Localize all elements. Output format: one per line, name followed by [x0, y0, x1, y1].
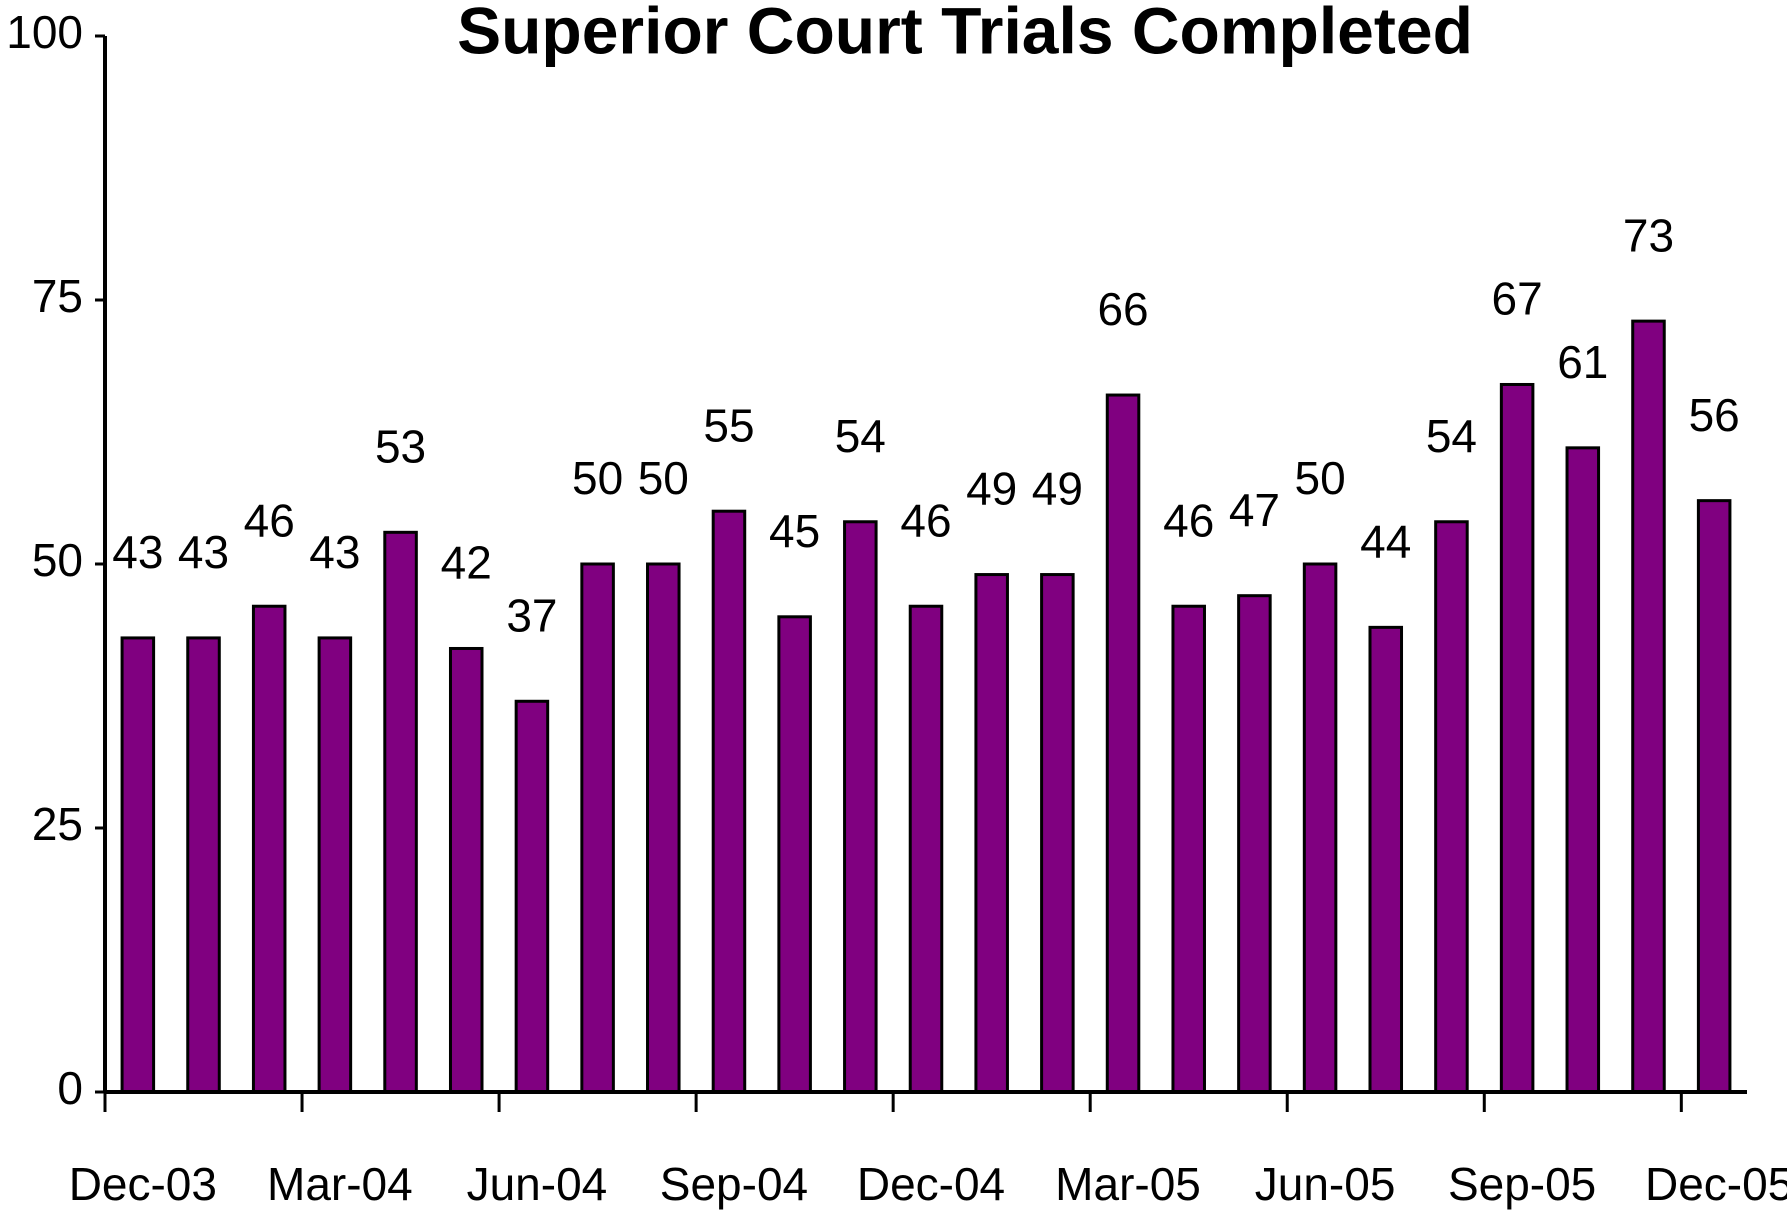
value-label: 45 — [769, 505, 820, 557]
bar — [514, 699, 550, 1094]
y-tick-label: 75 — [32, 270, 83, 322]
bar — [383, 530, 418, 1094]
bar — [1105, 393, 1141, 1094]
y-tick-label: 0 — [57, 1062, 83, 1114]
value-label: 46 — [1163, 494, 1214, 546]
value-label: 54 — [835, 410, 886, 462]
value-label: 66 — [1097, 283, 1148, 335]
value-label: 61 — [1557, 336, 1608, 388]
value-label: 54 — [1426, 410, 1477, 462]
bar — [1565, 446, 1601, 1094]
bar — [1696, 499, 1732, 1094]
bar — [120, 636, 156, 1094]
value-label: 43 — [178, 526, 229, 578]
value-label: 43 — [112, 526, 163, 578]
x-tick-label: Dec-04 — [857, 1158, 1005, 1210]
value-label: 49 — [966, 463, 1017, 515]
bar — [1171, 604, 1206, 1094]
value-label: 73 — [1623, 209, 1674, 261]
bar — [711, 509, 747, 1094]
bar — [186, 636, 221, 1094]
x-tick-label: Mar-05 — [1055, 1158, 1201, 1210]
x-tick-label: Jun-04 — [467, 1158, 608, 1210]
value-label: 67 — [1492, 273, 1543, 325]
value-label: 50 — [1294, 452, 1345, 504]
value-label: 44 — [1360, 516, 1411, 568]
value-label: 53 — [375, 420, 426, 472]
bar — [1631, 319, 1666, 1094]
y-tick-label: 25 — [32, 798, 83, 850]
value-label: 42 — [441, 537, 492, 589]
x-tick-label: Jun-05 — [1255, 1158, 1396, 1210]
chart-title: Superior Court Trials Completed — [457, 0, 1473, 67]
bar — [1434, 520, 1469, 1094]
bar — [777, 615, 812, 1094]
x-tick-label: Dec-03 — [69, 1158, 217, 1210]
x-tick-label: Dec-05 — [1645, 1158, 1787, 1210]
value-label: 47 — [1229, 484, 1280, 536]
value-label: 50 — [572, 452, 623, 504]
bar — [1302, 562, 1338, 1094]
value-label: 55 — [703, 399, 754, 451]
value-label: 43 — [309, 526, 360, 578]
x-tick-label: Mar-04 — [267, 1158, 413, 1210]
bar — [1040, 573, 1075, 1094]
bar — [843, 520, 878, 1094]
value-label: 46 — [900, 494, 951, 546]
bar — [974, 573, 1009, 1094]
bar — [448, 646, 484, 1094]
bar — [317, 636, 353, 1094]
bar — [646, 562, 681, 1094]
value-label: 46 — [244, 494, 295, 546]
y-tick-label: 100 — [6, 6, 83, 58]
bar — [908, 604, 944, 1094]
x-tick-label: Sep-05 — [1448, 1158, 1596, 1210]
bar — [580, 562, 615, 1094]
bar — [1237, 594, 1272, 1094]
value-label: 49 — [1032, 463, 1083, 515]
bar — [1499, 382, 1535, 1094]
y-tick-label: 50 — [32, 534, 83, 586]
value-label: 50 — [638, 452, 689, 504]
bar — [251, 604, 287, 1094]
x-tick-label: Sep-04 — [660, 1158, 808, 1210]
bar — [1368, 625, 1404, 1094]
value-label: 37 — [506, 589, 557, 641]
value-label: 56 — [1689, 389, 1740, 441]
